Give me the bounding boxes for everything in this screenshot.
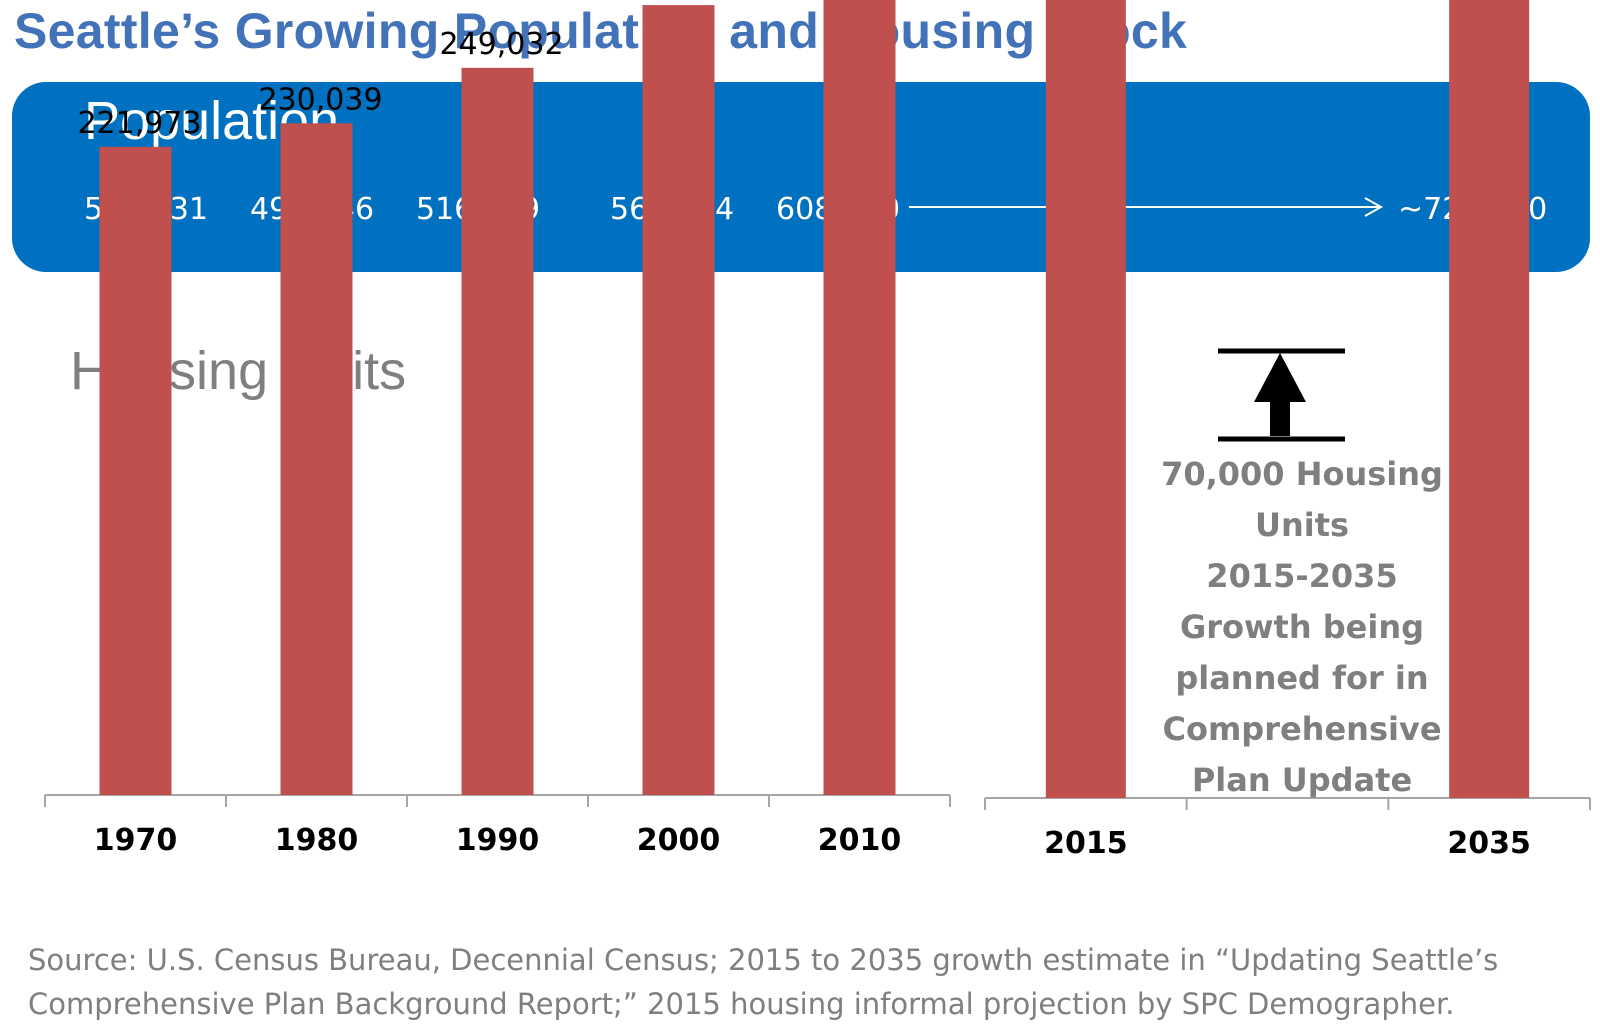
population-arrow bbox=[909, 197, 1384, 217]
bar-1980 bbox=[280, 123, 353, 795]
bar-1990 bbox=[461, 67, 534, 796]
tick-label-1980: 1980 bbox=[275, 823, 359, 858]
tick-label-2010: 2010 bbox=[818, 823, 902, 858]
tick-label-2000: 2000 bbox=[637, 823, 721, 858]
annotation-line-4: Growth being bbox=[1180, 608, 1424, 646]
bar-1970 bbox=[99, 146, 172, 795]
bar-2035 bbox=[1449, 0, 1530, 799]
data-label-1970: 221,973 bbox=[77, 106, 201, 141]
annotation-line-6: Comprehensive bbox=[1162, 710, 1441, 748]
annotation-line-5: planned for in bbox=[1175, 659, 1428, 697]
bar-2010 bbox=[823, 0, 896, 795]
source-note: Source: U.S. Census Bureau, Decennial Ce… bbox=[28, 938, 1588, 1026]
annotation-line-1: 70,000 Housing bbox=[1161, 455, 1443, 493]
source-line-1: Source: U.S. Census Bureau, Decennial Ce… bbox=[28, 943, 1499, 977]
annotation-line-7: Plan Update bbox=[1192, 761, 1412, 799]
up-arrow-icon bbox=[1254, 353, 1306, 436]
bar-2015 bbox=[1045, 0, 1126, 798]
tick-label-2015: 2015 bbox=[1044, 826, 1128, 861]
page-title: Seattle’s Growing Population and Housing… bbox=[14, 3, 1188, 59]
annotation-line-3: 2015-2035 bbox=[1206, 557, 1397, 595]
data-label-1990: 249,032 bbox=[439, 27, 563, 62]
tick-label-1990: 1990 bbox=[456, 823, 540, 858]
tick-label-1970: 1970 bbox=[94, 823, 178, 858]
source-line-2: Comprehensive Plan Background Report;” 2… bbox=[28, 987, 1455, 1021]
annotation-line-2: Units bbox=[1255, 506, 1349, 544]
bar-2000 bbox=[642, 5, 715, 795]
data-label-1980: 230,039 bbox=[258, 82, 382, 117]
tick-label-2035: 2035 bbox=[1447, 826, 1531, 861]
